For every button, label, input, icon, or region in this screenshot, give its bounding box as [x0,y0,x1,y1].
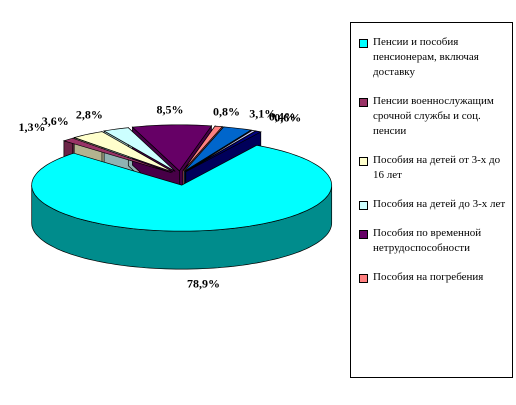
legend-entry: Пенсии военнослужащим срочной службы и с… [359,94,508,139]
data-label: 0,4% [269,109,296,123]
data-label: 3,6% [42,114,69,128]
slice [182,125,224,172]
slice [62,137,172,174]
legend-entry: Пенсии и пособия пенсионерам, включая до… [359,35,508,80]
legend-label: Пособия на детей от 3-х до 16 лет [373,154,501,181]
data-label: 2,8% [76,108,103,122]
data-label: 0,6% [274,110,301,124]
legend-label: Пособия по временной нетрудоспособности [373,227,482,254]
legend-entry: Пособия на детей от 3-х до 16 лет [359,153,508,183]
legend: Пенсии и пособия пенсионерам, включая до… [350,22,513,378]
legend-swatch [359,274,368,283]
data-label: 1,3% [18,120,45,134]
legend-label: Пособия на погребения [373,271,484,283]
slice [184,126,252,172]
data-label: 3,1% [249,107,276,121]
legend-entry: Пособия на погребения [359,270,508,285]
data-label: 78,9% [187,277,220,291]
slice [131,124,213,172]
legend-label: Пособия на детей до 3-х лет [373,198,506,210]
legend-swatch [359,157,368,166]
legend-entry: Пособия по временной нетрудоспособности [359,226,508,256]
legend-swatch [359,98,368,107]
slice [31,144,333,232]
slice [72,131,174,173]
legend-entry: Пособия на детей до 3-х лет [359,197,508,212]
data-label: 8,5% [156,103,183,117]
legend-swatch [359,201,368,210]
slice [103,127,176,172]
legend-label: Пенсии военнослужащим срочной службы и с… [373,95,494,137]
data-label: 0,8% [213,104,240,118]
legend-swatch [359,230,368,239]
legend-label: Пенсии и пособия пенсионерам, включая до… [373,36,479,78]
pie-area: 78,9% 1,3%3,6% 2,8% 8,5% 0,8% 3,1%0,4%0,6% [18,103,333,291]
legend-swatch [359,39,368,48]
slice [185,130,262,173]
